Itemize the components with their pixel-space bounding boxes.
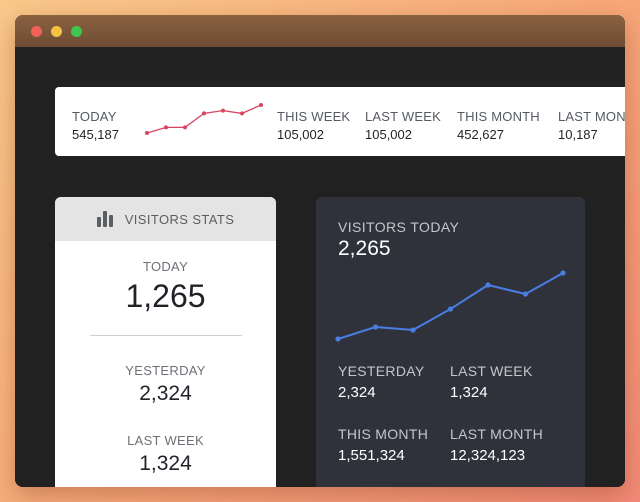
stat-last-month: LAST MONTH 10,187 xyxy=(558,109,625,142)
sparkline-point-6 xyxy=(240,111,244,116)
stat-last-week: LAST WEEK 105,002 xyxy=(365,109,441,142)
visitors-today-title: VISITORS TODAY xyxy=(338,219,460,235)
sparkline-line xyxy=(146,104,262,134)
visitors-stats-card: VISITORS STATS TODAY 1,265 YESTERDAY 2,3… xyxy=(55,197,276,487)
stats-last-week: LAST WEEK 1,324 xyxy=(55,433,276,476)
sparkline-point-5 xyxy=(221,108,225,113)
stats-today-value: 1,265 xyxy=(125,278,206,314)
today-card-yesterday-label: YESTERDAY xyxy=(338,363,425,379)
stat-last-week-label: LAST WEEK xyxy=(365,109,441,124)
today-chart-point-4 xyxy=(447,306,454,312)
stats-yesterday-value: 2,324 xyxy=(139,382,192,405)
today-chart-line xyxy=(337,272,564,340)
stat-last-month-label: LAST MONTH xyxy=(558,109,625,124)
stat-today: TODAY 545,187 xyxy=(72,109,119,142)
today-card-this-month-label: THIS MONTH xyxy=(338,426,429,442)
sparkline-point-2 xyxy=(164,125,168,130)
stat-today-label: TODAY xyxy=(72,109,117,124)
summary-stats-bar: TODAY 545,187 THIS WEEK 105,002 LAST WEE… xyxy=(55,87,625,156)
today-sparkline xyxy=(145,103,263,135)
today-chart-point-3 xyxy=(410,327,416,333)
bar-chart-icon xyxy=(96,211,115,227)
today-card-yesterday: YESTERDAY 2,324 xyxy=(338,363,424,401)
today-card-last-month-value: 12,324,123 xyxy=(450,447,526,464)
stats-last-week-label: LAST WEEK xyxy=(127,433,204,448)
today-card-yesterday-value: 2,324 xyxy=(338,384,376,401)
app-window: TODAY 545,187 THIS WEEK 105,002 LAST WEE… xyxy=(15,15,625,487)
sparkline-point-7 xyxy=(259,103,263,107)
visitors-today-card: VISITORS TODAY 2,265 YESTERDAY 2,324 LAS… xyxy=(316,197,585,487)
sparkline-point-1 xyxy=(145,131,149,135)
stats-divider xyxy=(90,335,242,336)
today-card-last-week-label: LAST WEEK xyxy=(450,363,533,379)
maximize-window-button[interactable] xyxy=(71,26,82,37)
today-chart-point-7 xyxy=(560,270,566,276)
stat-this-month-label: THIS MONTH xyxy=(457,109,540,124)
dashboard-content: TODAY 545,187 THIS WEEK 105,002 LAST WEE… xyxy=(15,47,625,487)
stats-yesterday-label: YESTERDAY xyxy=(125,363,206,378)
title-bar xyxy=(15,15,625,47)
today-card-this-month-value: 1,551,324 xyxy=(338,447,405,464)
stat-this-month-value: 452,627 xyxy=(457,127,504,142)
stats-today: TODAY 1,265 xyxy=(55,259,276,315)
today-card-last-week: LAST WEEK 1,324 xyxy=(450,363,533,401)
stat-this-week-label: THIS WEEK xyxy=(277,109,351,124)
today-card-last-month-label: LAST MONTH xyxy=(450,426,543,442)
stats-last-week-value: 1,324 xyxy=(139,452,192,475)
today-chart-point-2 xyxy=(372,324,379,330)
stats-today-label: TODAY xyxy=(142,259,189,274)
minimize-window-button[interactable] xyxy=(51,26,62,37)
today-chart-point-1 xyxy=(335,336,341,342)
stat-last-week-value: 105,002 xyxy=(365,127,412,142)
today-chart-point-6 xyxy=(522,291,529,297)
today-card-last-month: LAST MONTH 12,324,123 xyxy=(450,426,543,464)
stat-today-value: 545,187 xyxy=(72,127,119,142)
visitors-today-value: 2,265 xyxy=(338,237,391,260)
visitors-today-line-chart xyxy=(335,270,566,342)
visitors-stats-header: VISITORS STATS xyxy=(55,197,276,241)
today-card-this-month: THIS MONTH 1,551,324 xyxy=(338,426,428,464)
visitors-stats-title: VISITORS STATS xyxy=(124,211,235,227)
sparkline-point-4 xyxy=(202,111,206,116)
stat-this-week-value: 105,002 xyxy=(277,127,324,142)
stat-last-month-value: 10,187 xyxy=(558,127,598,142)
today-chart-point-5 xyxy=(485,282,491,288)
today-card-last-week-value: 1,324 xyxy=(450,384,488,401)
close-window-button[interactable] xyxy=(31,26,42,37)
stat-this-week: THIS WEEK 105,002 xyxy=(277,109,350,142)
stat-this-month: THIS MONTH 452,627 xyxy=(457,109,540,142)
stats-yesterday: YESTERDAY 2,324 xyxy=(55,363,276,406)
sparkline-point-3 xyxy=(183,125,187,130)
